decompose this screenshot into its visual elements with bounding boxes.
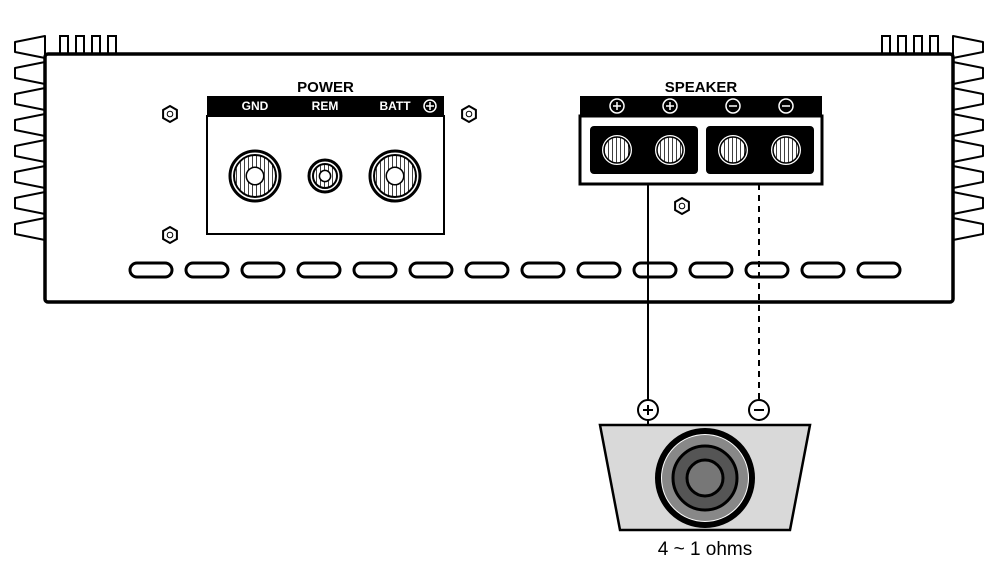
svg-text:BATT: BATT (379, 99, 411, 113)
svg-text:4 ~ 1 ohms: 4 ~ 1 ohms (658, 539, 753, 560)
svg-text:POWER: POWER (297, 79, 354, 96)
svg-text:GND: GND (242, 99, 269, 113)
amplifier-wiring-diagram: POWER GND REM BATT SPEAKER 4 ~ 1 ohms (0, 0, 998, 577)
svg-text:REM: REM (312, 99, 339, 113)
svg-text:SPEAKER: SPEAKER (665, 79, 738, 96)
